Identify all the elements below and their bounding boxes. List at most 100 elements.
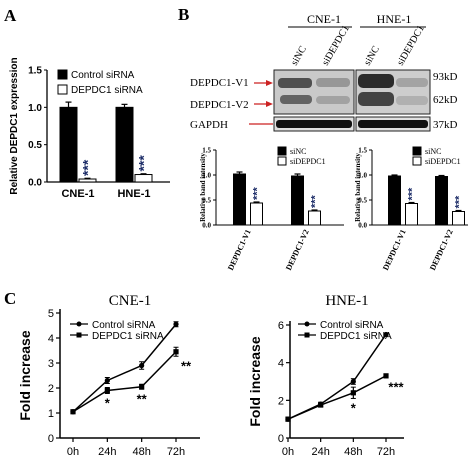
significance-stars: *** — [309, 194, 321, 208]
bar — [78, 178, 97, 183]
y-axis-label: Relative band intensity — [199, 153, 207, 222]
x-tick-label: 24h — [98, 446, 116, 458]
blot-lane-label-3: siNC — [362, 44, 382, 68]
x-category-label: DEPDC1-V2 — [428, 228, 455, 272]
significance-stars: *** — [453, 195, 465, 209]
data-point — [173, 349, 179, 355]
legend-swatch — [57, 69, 68, 80]
data-point — [104, 377, 110, 384]
data-point — [139, 384, 145, 390]
significance-stars: ** — [181, 358, 192, 373]
blot-band — [280, 95, 312, 104]
bar — [59, 106, 78, 183]
blot-lane-label-4: siDEPDC1 — [395, 24, 427, 68]
legend-swatch — [412, 156, 422, 166]
y-tick-label: 1.5 — [358, 146, 367, 154]
blot-membrane-cne1 — [273, 69, 355, 115]
data-point — [350, 378, 356, 385]
legend-label: DEPDC1 siRNA — [71, 85, 143, 96]
blot-band — [278, 78, 312, 88]
y-tick-label: 1.5 — [202, 146, 211, 154]
legend-label: DEPDC1 siRNA — [320, 331, 392, 342]
bar — [115, 106, 134, 183]
y-tick-label: 1.0 — [358, 171, 367, 179]
legend-label: Control siRNA — [92, 320, 156, 331]
y-tick-label: 4 — [48, 333, 54, 345]
data-point — [70, 409, 76, 415]
blot-cell-line-hne1: HNE-1 — [377, 12, 412, 26]
y-tick-label: 6 — [278, 320, 284, 332]
legend-label: siNC — [290, 147, 306, 156]
significance-stars: *** — [79, 159, 95, 176]
series-line — [287, 375, 387, 420]
x-category-label: HNE-1 — [117, 188, 150, 200]
significance-stars: *** — [388, 380, 404, 395]
y-tick-label: 4 — [278, 358, 284, 370]
x-category-label: DEPDC1-V1 — [226, 228, 253, 272]
data-point — [104, 387, 110, 394]
size-marker-37kd: 37kD — [433, 119, 458, 131]
significance-stars: * — [351, 400, 357, 415]
y-tick-label: 0.0 — [202, 221, 211, 229]
legend-label: siNC — [425, 147, 441, 156]
y-axis-label: Fold increase — [17, 330, 33, 420]
x-category-label: DEPDC1-V2 — [284, 228, 311, 272]
blot-cell-line-cne1: CNE-1 — [307, 12, 341, 26]
significance-stars: ** — [137, 391, 148, 406]
blot-row-label-v2: DEPDC1-V2 — [190, 99, 249, 111]
data-point — [350, 390, 356, 396]
arrow-v1-head — [266, 80, 273, 86]
western-blot: CNE-1 HNE-1 siNC siDEPDC1 siNC siDEPDC1 … — [190, 12, 458, 132]
legend-swatch — [412, 146, 422, 156]
size-marker-62kd: 62kD — [433, 94, 458, 106]
y-tick-label: 0.5 — [202, 196, 211, 204]
legend-label: DEPDC1 siRNA — [92, 331, 164, 342]
bar — [308, 210, 321, 226]
data-point — [285, 416, 291, 422]
y-tick-label: 3 — [48, 358, 54, 370]
blot-band — [358, 74, 394, 88]
x-category-label: CNE-1 — [61, 188, 94, 200]
y-tick-label: 0.5 — [28, 140, 42, 151]
x-tick-label: 24h — [311, 446, 329, 458]
y-tick-label: 2 — [278, 395, 284, 407]
data-point — [383, 373, 389, 379]
data-point — [383, 331, 389, 338]
y-axis-label: Fold increase — [247, 336, 263, 426]
significance-stars: *** — [135, 155, 151, 172]
y-tick-label: 1.5 — [28, 66, 42, 77]
legend-marker — [76, 321, 82, 327]
blot-gapdh-band — [358, 120, 428, 128]
arrow-v2-head — [266, 101, 273, 107]
x-tick-label: 72h — [377, 446, 395, 458]
blot-lane-label-1: siNC — [289, 44, 309, 68]
legend-swatch — [57, 84, 68, 95]
series-line — [72, 351, 177, 413]
y-tick-label: 0 — [48, 433, 54, 445]
blot-band — [316, 78, 350, 87]
panel-letter-a: A — [4, 6, 17, 25]
blot-row-label-gapdh: GAPDH — [190, 119, 228, 131]
y-tick-label: 0 — [278, 433, 284, 445]
x-tick-label: 0h — [67, 446, 79, 458]
chart-title: CNE-1 — [109, 293, 152, 309]
y-tick-label: 2 — [48, 383, 54, 395]
bar — [405, 203, 418, 226]
significance-stars: *** — [406, 187, 418, 201]
size-marker-93kd: 93kD — [433, 71, 458, 83]
series-line — [72, 323, 177, 413]
legend-swatch — [277, 146, 287, 156]
panel-a-bar-chart: 0.0 0.5 1.0 1.5 Relative DEPDC1 expression **… — [9, 57, 170, 200]
bar — [134, 174, 153, 183]
blot-lane-label-2: siDEPDC1 — [320, 24, 352, 68]
x-tick-label: 72h — [167, 446, 185, 458]
significance-stars: *** — [251, 186, 263, 200]
y-tick-label: 0.5 — [358, 196, 367, 204]
bar — [435, 176, 448, 226]
data-point — [173, 321, 179, 327]
